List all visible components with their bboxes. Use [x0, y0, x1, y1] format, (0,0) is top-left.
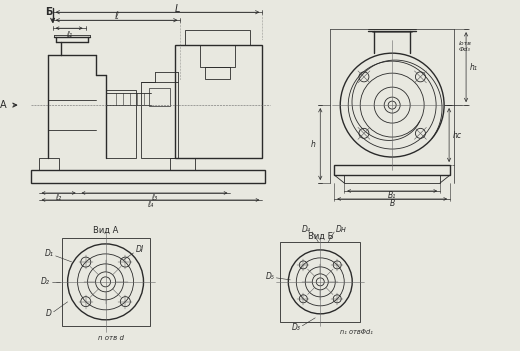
Bar: [140, 82, 178, 158]
Text: D: D: [46, 309, 51, 318]
Text: hc: hc: [452, 131, 462, 140]
Text: ℓ₄: ℓ₄: [148, 200, 153, 210]
Text: Вид А: Вид А: [93, 225, 118, 234]
Text: ℓ₃: ℓ₃: [151, 193, 158, 203]
Bar: [38, 158, 59, 170]
Bar: [344, 175, 440, 183]
Text: D₄: D₄: [302, 225, 310, 234]
Text: D₃: D₃: [291, 323, 300, 332]
Text: DI: DI: [136, 245, 144, 254]
Bar: [334, 165, 450, 175]
Bar: [31, 170, 265, 183]
Text: h₁: h₁: [470, 62, 478, 72]
Text: D₂: D₂: [41, 277, 49, 286]
Bar: [200, 45, 236, 67]
Text: ℓ₂: ℓ₂: [56, 193, 62, 203]
Bar: [186, 30, 250, 45]
Bar: [171, 158, 196, 170]
Text: Вид Б: Вид Б: [307, 231, 333, 240]
Text: n₁ отвΦd₁: n₁ отвΦd₁: [340, 329, 373, 335]
Bar: [280, 242, 360, 322]
Text: h: h: [311, 140, 316, 148]
Text: ℓ: ℓ: [114, 11, 119, 21]
Bar: [106, 90, 136, 158]
Text: B₁: B₁: [388, 192, 396, 200]
Text: Фd₃: Фd₃: [459, 47, 471, 52]
Text: D₅: D₅: [265, 272, 275, 282]
Text: B: B: [389, 199, 395, 208]
Text: lотв: lотв: [459, 41, 472, 46]
Text: Б: Б: [45, 7, 53, 17]
Text: L: L: [175, 4, 180, 14]
Bar: [175, 45, 263, 158]
Text: D₁: D₁: [45, 250, 54, 258]
Bar: [62, 238, 150, 326]
Text: А: А: [0, 100, 7, 110]
Text: ℓ₁: ℓ₁: [66, 30, 72, 39]
Text: n отв d: n отв d: [98, 335, 124, 341]
Text: Dн: Dн: [336, 225, 347, 234]
Bar: [205, 67, 230, 79]
Bar: [149, 88, 171, 106]
